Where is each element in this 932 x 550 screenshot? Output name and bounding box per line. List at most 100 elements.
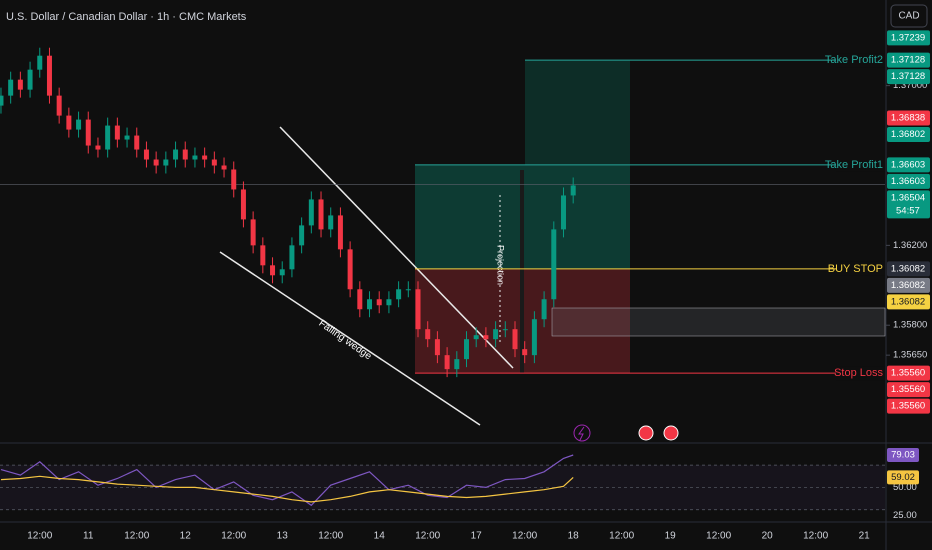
candle-body [192, 155, 198, 160]
rsi-line [0, 475, 574, 503]
candle-body [202, 155, 208, 160]
price-tag-label: 1.36082 [891, 296, 925, 307]
candle-body [163, 159, 169, 166]
level-label-bg [836, 53, 885, 68]
level-label-bg [836, 261, 885, 276]
candle-body [211, 159, 217, 166]
price-tag [887, 261, 930, 277]
wedge-lower [219, 251, 481, 426]
rsi-band [0, 465, 885, 510]
candle-body [153, 159, 159, 166]
x-tick-label: 12:00 [124, 531, 149, 542]
y-tick-label: 1.35800 [893, 320, 927, 331]
rsi-line [0, 454, 574, 507]
candle-body [425, 329, 431, 340]
level-label: Stop Loss [834, 367, 883, 379]
price-tag-label: 1.37128 [891, 55, 925, 66]
price-tag-label: 1.36082 [891, 280, 925, 291]
price-tag [887, 365, 930, 381]
price-tag [887, 157, 930, 173]
candle-body [270, 265, 276, 276]
price-tag [887, 30, 930, 46]
event-icon[interactable] [573, 424, 591, 442]
x-tick-label: 17 [471, 531, 483, 542]
x-tick-label: 12:00 [512, 531, 537, 542]
candle-body [347, 249, 353, 290]
candle-body [367, 299, 373, 310]
candle-body [66, 115, 72, 130]
candle-body [493, 329, 499, 340]
candle-body [522, 349, 528, 356]
price-tag-label: 1.36603 [891, 159, 925, 170]
price-tag [887, 294, 930, 310]
candle-body [95, 145, 101, 150]
x-tick-label: 12:00 [318, 531, 343, 542]
price-tag [887, 52, 930, 68]
event-icon-bolt [578, 426, 585, 441]
x-tick-label: 12:00 [609, 531, 634, 542]
x-tick-label: 20 [762, 531, 774, 542]
candle-body [240, 189, 246, 220]
wedge-upper [279, 126, 514, 369]
candle-body [173, 149, 179, 160]
x-tick-label: 12 [180, 531, 192, 542]
rsi-tag [887, 448, 919, 463]
x-tick-label: 11 [83, 531, 94, 542]
candle-body [512, 329, 518, 350]
price-tag [887, 277, 930, 293]
projection-label: Projection [496, 245, 506, 285]
candle-body [76, 119, 82, 130]
candle-body [473, 335, 479, 340]
rsi-tag [887, 470, 919, 485]
candle-body [46, 55, 52, 96]
x-tick-label: 12:00 [415, 531, 440, 542]
candle-body [8, 79, 14, 96]
candle-body [17, 79, 23, 90]
candle-body [85, 119, 91, 146]
event-icon[interactable] [663, 425, 679, 441]
price-tag [887, 382, 930, 398]
x-tick-label: 12:00 [27, 531, 52, 542]
countdown: 54:57 [896, 205, 920, 216]
candle-body [279, 269, 285, 276]
level-label-bg [836, 366, 885, 381]
candle-body [357, 289, 363, 310]
candle-body [134, 135, 140, 150]
price-tag [887, 110, 930, 126]
candle-body [434, 339, 440, 356]
y-tick-label: 1.37000 [893, 80, 927, 91]
candle-body [396, 289, 402, 300]
candle-body [483, 335, 489, 340]
level-label-bg [836, 157, 885, 172]
candle-body [502, 329, 508, 331]
price-tag [887, 69, 930, 85]
x-tick-label: 18 [568, 531, 580, 542]
candle-body [260, 245, 266, 266]
candle-body [27, 69, 33, 90]
currency-button[interactable] [890, 4, 928, 28]
candle-body [56, 95, 62, 116]
price-tag [887, 173, 930, 189]
candle-body [531, 319, 537, 356]
candle-body [337, 215, 343, 250]
price-tag-label: 1.37128 [891, 71, 925, 82]
price-tag-label: 1.36802 [891, 129, 925, 140]
candle-body [444, 355, 450, 370]
candle-body [551, 229, 557, 300]
candle-body [182, 149, 188, 160]
candle-body [318, 199, 324, 230]
candle-body [231, 169, 237, 190]
candle-body [114, 125, 120, 140]
currency[interactable]: CAD [898, 11, 919, 22]
event-icons [573, 424, 679, 442]
x-tick-label: 14 [374, 531, 386, 542]
candle-body [0, 95, 4, 106]
candle-body [570, 185, 576, 196]
y-tick-label: 1.36200 [893, 240, 927, 251]
event-icon[interactable] [638, 425, 654, 441]
candle-body [299, 225, 305, 246]
target-box-upper [525, 60, 630, 165]
